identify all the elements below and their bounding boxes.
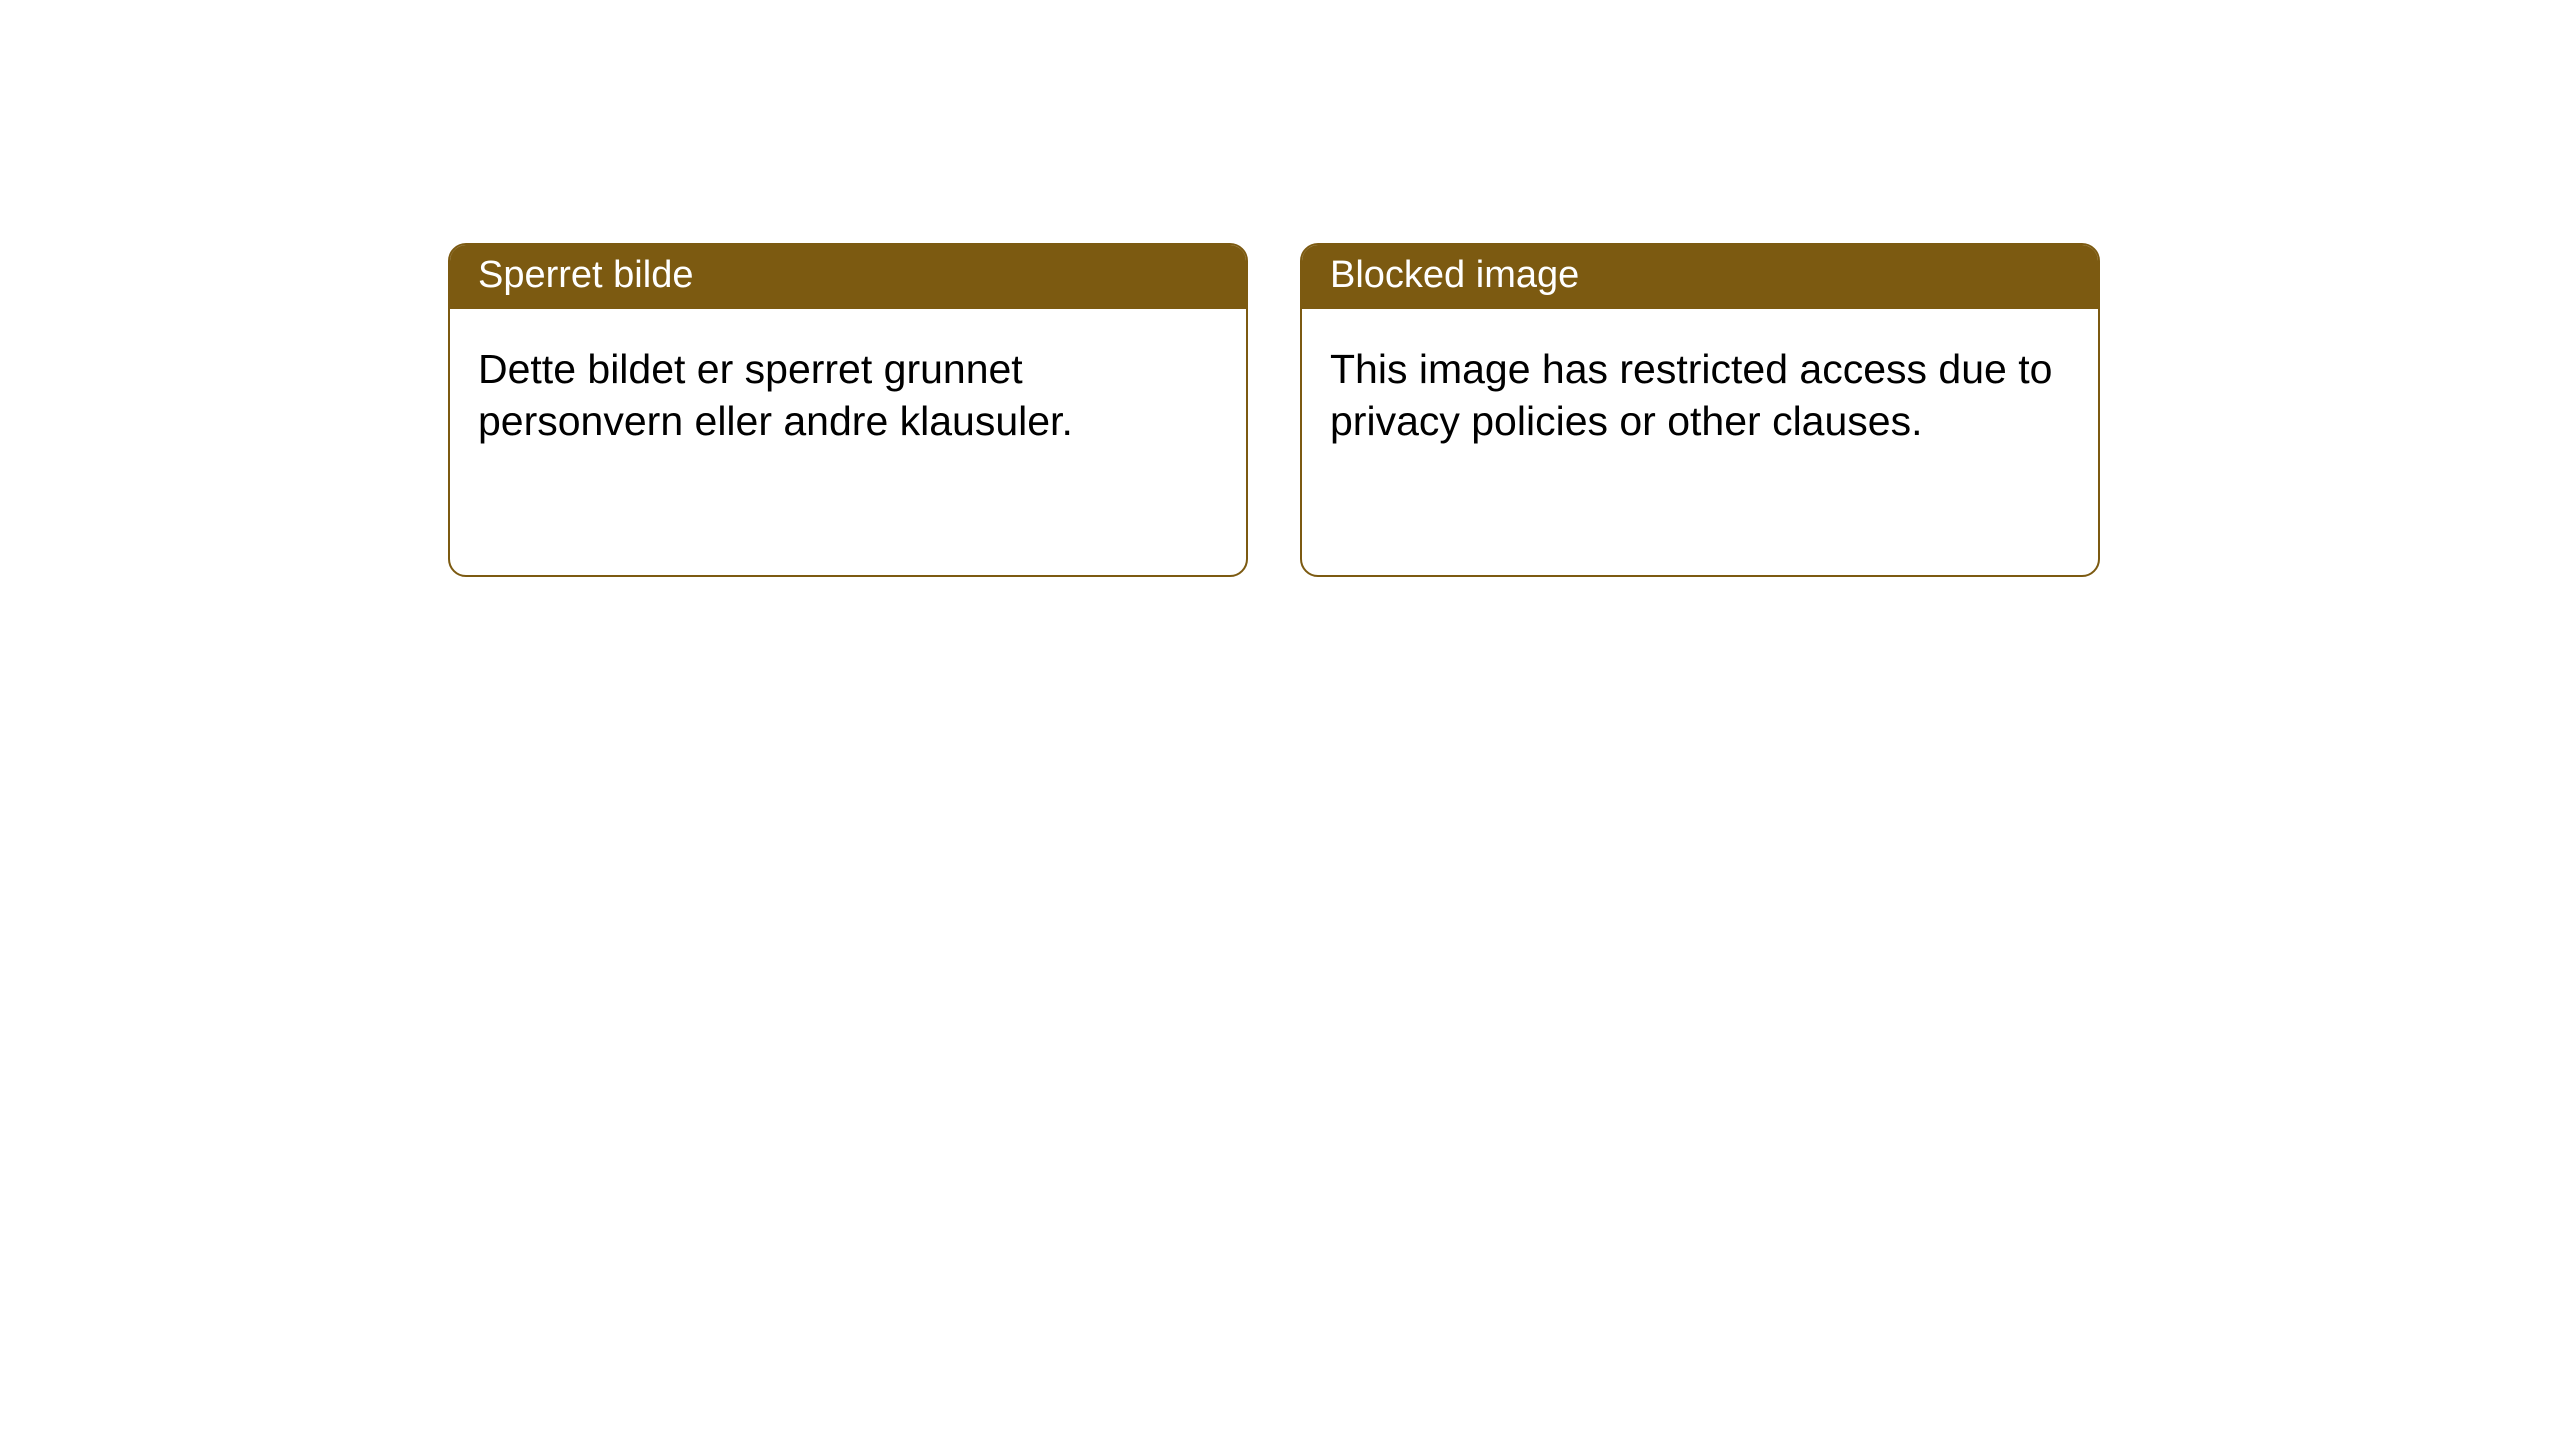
notice-body-norwegian: Dette bildet er sperret grunnet personve… [450,309,1246,482]
notice-title-norwegian: Sperret bilde [450,245,1246,309]
blocked-image-notices: Sperret bilde Dette bildet er sperret gr… [448,243,2100,577]
notice-box-norwegian: Sperret bilde Dette bildet er sperret gr… [448,243,1248,577]
notice-body-english: This image has restricted access due to … [1302,309,2098,482]
notice-title-english: Blocked image [1302,245,2098,309]
notice-box-english: Blocked image This image has restricted … [1300,243,2100,577]
